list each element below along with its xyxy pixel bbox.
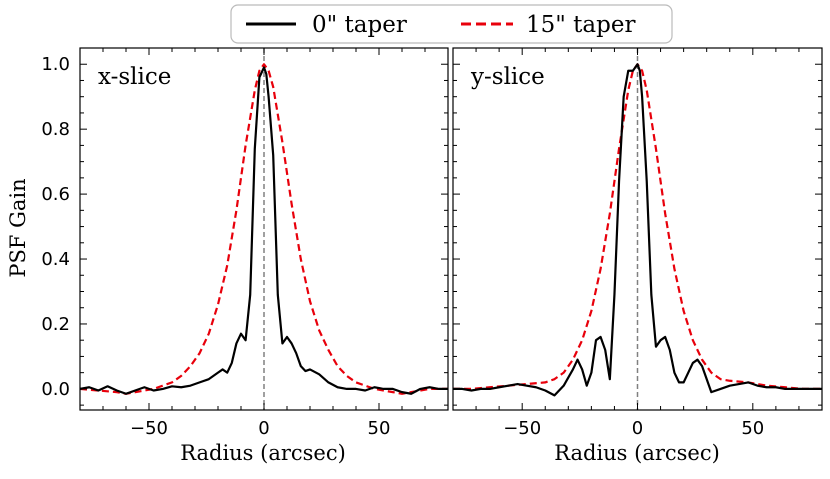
y-slice-plot-area [452, 47, 823, 411]
y-slice-x-tick-label: −50 [503, 418, 541, 439]
legend-label-15taper: 15" taper [526, 12, 635, 38]
x-slice-y-ticks: 0.0 0.2 0.4 0.6 0.8 1.0 [41, 54, 448, 406]
legend-label-0taper: 0" taper [312, 12, 407, 38]
y-slice-panel: −50 0 50 y-slice Radius (arcsec) [452, 47, 823, 465]
y-slice-y-ticks [453, 63, 822, 406]
y-axis-label: PSF Gain [6, 178, 30, 277]
y-slice-series-0taper-line [453, 63, 822, 397]
x-slice-x-tick-label: 50 [368, 418, 391, 439]
y-tick-label: 0.6 [41, 184, 70, 205]
x-slice-plot-area [79, 47, 449, 411]
y-slice-x-tick-label: 0 [632, 418, 643, 439]
x-slice-label: x-slice [98, 64, 171, 90]
x-slice-x-tick-label: −50 [130, 418, 168, 439]
y-tick-label: 0.0 [41, 379, 70, 400]
x-slice-panel: 0.0 0.2 0.4 0.6 0.8 1.0 −50 0 50 x-slice Radius… [41, 47, 449, 465]
x-slice-series-0taper-line [80, 66, 448, 395]
x-slice-x-ticks: −50 0 50 [79, 48, 449, 439]
y-tick-label: 0.2 [41, 314, 70, 335]
y-slice-x-tick-label: 50 [741, 418, 764, 439]
x-slice-x-tick-label: 0 [258, 418, 269, 439]
x-slice-x-axis-label: Radius (arcsec) [180, 441, 346, 465]
y-tick-label: 0.4 [41, 249, 70, 270]
y-tick-label: 1.0 [41, 54, 70, 75]
y-tick-label: 0.8 [41, 119, 70, 140]
y-slice-label: y-slice [470, 64, 545, 90]
legend: 0" taper 15" taper [230, 4, 673, 44]
legend-frame [230, 4, 673, 44]
y-slice-x-axis-label: Radius (arcsec) [554, 441, 720, 465]
y-slice-x-ticks: −50 0 50 [452, 48, 823, 439]
